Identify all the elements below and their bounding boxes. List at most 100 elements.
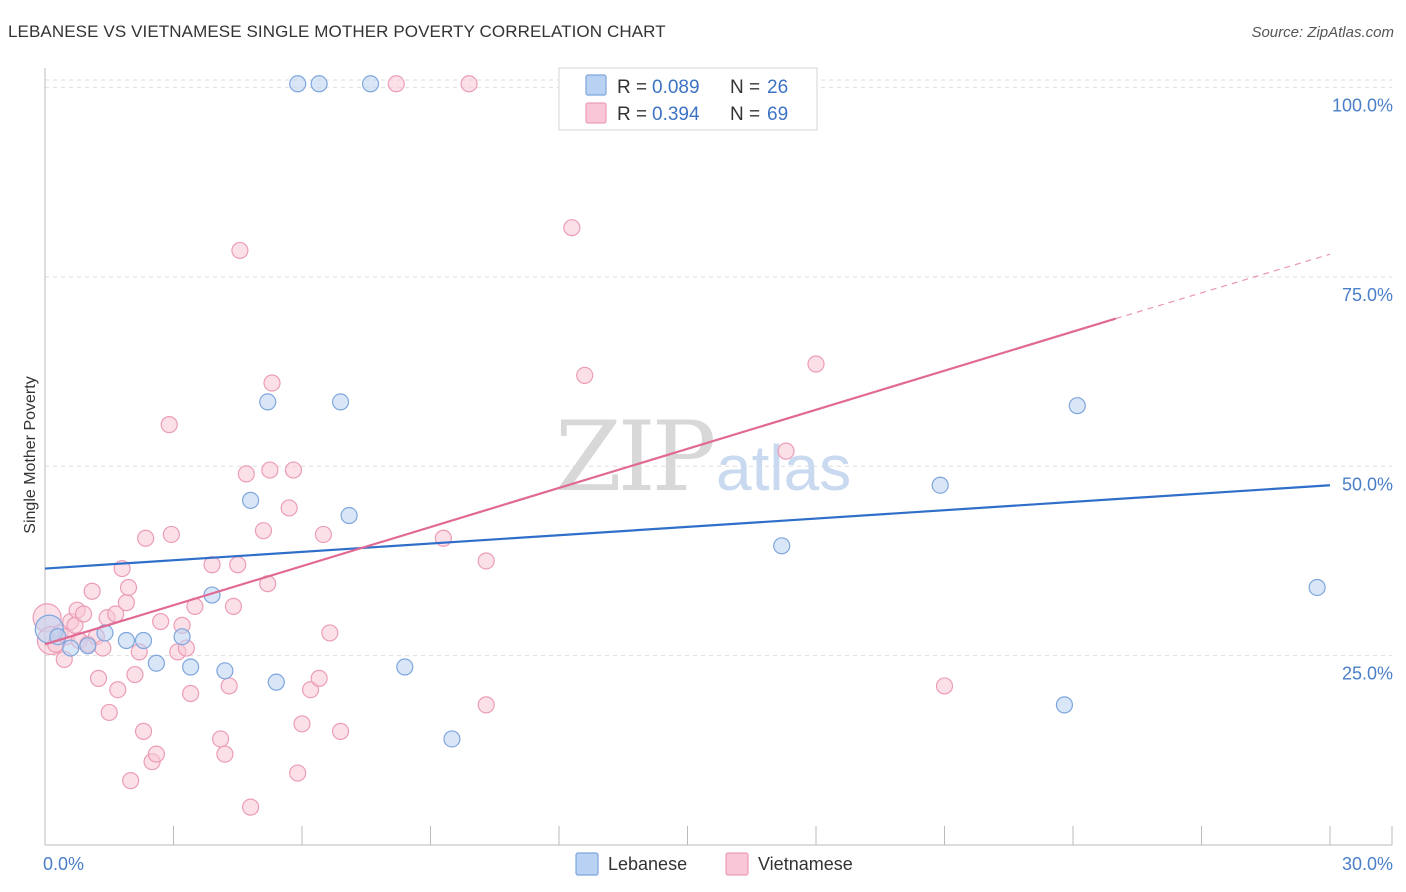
vietnamese-point-67 (777, 442, 795, 460)
lebanese-point-14 (267, 673, 285, 691)
legend-r-value-lebanese: 0.089 (652, 77, 700, 98)
correlation-legend: R = 0.089 N = 26 R = 0.394 N = 69 (558, 67, 818, 131)
vietnamese-point-26 (134, 722, 153, 740)
lebanese-point-21 (443, 730, 461, 748)
vietnamese-point-54 (293, 715, 311, 733)
lebanese-point-24 (1055, 696, 1074, 714)
vietnamese-point-63 (477, 552, 495, 570)
watermark: ZIP atlas (555, 401, 851, 513)
vietnamese-point-17 (100, 703, 118, 722)
vietnamese-point-60 (387, 75, 405, 93)
vietnamese-point-47 (254, 522, 273, 540)
lebanese-point-12 (242, 491, 260, 509)
vietnamese-trendline-extension (1115, 253, 1331, 320)
vietnamese-point-65 (563, 219, 581, 237)
x-tick-label-0: 0.0% (43, 854, 84, 874)
lebanese-point-26 (1308, 578, 1326, 597)
y-tick-label-50: 50.0% (1342, 474, 1393, 494)
vietnamese-point-32 (162, 525, 180, 544)
lebanese-point-11 (216, 662, 234, 680)
lebanese-point-9 (182, 658, 200, 676)
vietnamese-point-41 (220, 677, 238, 695)
vietnamese-point-29 (147, 745, 165, 763)
trendlines (44, 253, 1331, 646)
lebanese-trendline (44, 484, 1331, 570)
grid-lines (45, 79, 1392, 657)
vietnamese-point-68 (807, 355, 825, 373)
vietnamese-point-42 (224, 597, 243, 616)
lebanese-point-18 (340, 506, 358, 525)
vietnamese-point-55 (301, 681, 320, 699)
lebanese-point-5 (117, 631, 135, 650)
lebanese-point-17 (331, 393, 350, 411)
legend-r-value-vietnamese: 0.394 (652, 104, 700, 125)
vietnamese-point-30 (152, 612, 170, 631)
lebanese-point-7 (147, 654, 165, 672)
vietnamese-point-21 (117, 594, 135, 612)
vietnamese-point-43 (229, 556, 247, 574)
vietnamese-point-23 (122, 772, 140, 790)
vietnamese-point-52 (284, 461, 303, 479)
lebanese-point-22 (773, 537, 791, 555)
lebanese-point-3 (79, 637, 97, 655)
vietnamese-point-62 (460, 75, 478, 93)
lebanese-point-13 (259, 393, 277, 411)
y-tick-label-75: 75.0% (1342, 285, 1393, 305)
legend-label-vietnamese: Vietnamese (758, 854, 853, 874)
vietnamese-point-45 (237, 465, 255, 483)
vietnamese-point-36 (182, 684, 200, 703)
vietnamese-point-24 (126, 665, 144, 684)
lebanese-point-19 (361, 75, 380, 93)
vietnamese-point-14 (89, 669, 108, 687)
vietnamese-point-69 (935, 677, 954, 695)
legend-n-label-lebanese: N = (730, 77, 760, 98)
vietnamese-point-31 (160, 416, 178, 434)
vietnamese-point-59 (331, 722, 350, 740)
vietnamese-point-10 (74, 605, 93, 623)
watermark-zip: ZIP (555, 401, 714, 513)
vietnamese-point-27 (137, 529, 155, 547)
lebanese-point-6 (134, 631, 153, 650)
legend-swatch-lebanese (585, 74, 607, 96)
vietnamese-point-12 (83, 582, 101, 600)
vietnamese-trendline (44, 317, 1117, 646)
vietnamese-point-49 (261, 461, 279, 479)
vietnamese-point-57 (314, 525, 333, 544)
y-tick-label-25: 25.0% (1342, 664, 1393, 684)
lebanese-point-8 (173, 628, 191, 646)
watermark-atlas: atlas (716, 432, 851, 504)
vietnamese-point-40 (216, 745, 234, 763)
legend-r-label-vietnamese: R = (617, 104, 647, 125)
lebanese-point-23 (931, 476, 949, 494)
lebanese-point-15 (289, 75, 307, 93)
lebanese-point-16 (310, 75, 328, 93)
vietnamese-point-66 (576, 366, 594, 384)
vietnamese-point-50 (263, 374, 281, 392)
tick-labels: 25.0% 50.0% 75.0% 100.0% 0.0% 30.0% (43, 96, 1393, 874)
y-tick-label-100: 100.0% (1332, 96, 1393, 116)
vietnamese-point-51 (280, 499, 298, 517)
lebanese-point-2 (62, 639, 80, 657)
vietnamese-point-19 (109, 681, 127, 699)
legend-n-label-vietnamese: N = (730, 104, 760, 125)
source-credit: Source: ZipAtlas.com (1251, 24, 1394, 41)
legend-label-lebanese: Lebanese (608, 854, 687, 874)
chart-title: LEBANESE VS VIETNAMESE SINGLE MOTHER POV… (8, 22, 666, 41)
x-tick-label-30: 30.0% (1342, 854, 1393, 874)
legend-n-value-vietnamese: 69 (767, 104, 788, 125)
vietnamese-point-44 (231, 241, 249, 260)
vietnamese-point-39 (212, 730, 230, 748)
data-points (32, 75, 1326, 816)
vietnamese-point-53 (289, 764, 307, 782)
legend-swatch-vietnamese (585, 102, 607, 124)
axes (44, 68, 1393, 846)
vietnamese-point-58 (321, 624, 339, 642)
legend-swatch-vietnamese-bottom (725, 852, 749, 876)
lebanese-point-20 (396, 658, 414, 676)
vietnamese-point-22 (119, 578, 138, 597)
vietnamese-point-15 (94, 639, 112, 657)
lebanese-point-25 (1068, 397, 1086, 415)
legend-r-label-lebanese: R = (617, 77, 647, 98)
vietnamese-point-46 (242, 798, 260, 816)
